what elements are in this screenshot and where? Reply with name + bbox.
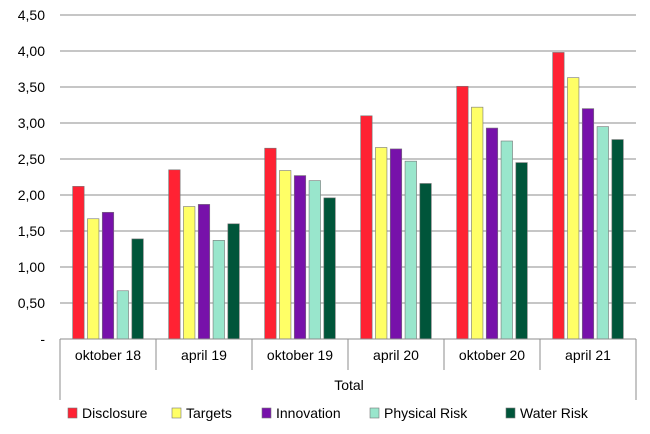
bar	[101, 211, 115, 340]
legend-swatch	[67, 407, 78, 419]
bar	[456, 85, 469, 340]
bar	[419, 183, 432, 340]
bar	[72, 186, 85, 340]
x-axis: oktober 18 april 19 oktober 19 april 20 okto…	[59, 338, 637, 400]
bar	[375, 147, 388, 340]
bar	[116, 290, 129, 340]
bar	[308, 180, 321, 340]
legend-swatch	[261, 407, 272, 419]
legend-swatch	[171, 407, 182, 419]
gridlines	[60, 14, 636, 340]
bar	[227, 223, 240, 340]
bar	[279, 170, 292, 340]
y-axis-ticks: - 0,50 1,00 1,50 2,00 2,50 3,00 3,50 4,00 4,50	[18, 7, 46, 347]
legend: Disclosure Targets Innovation Physical Risk…	[67, 405, 589, 421]
bar	[500, 140, 513, 340]
bar	[404, 160, 417, 340]
y-tick-label: 3,00	[18, 115, 45, 131]
y-tick-label: -	[40, 331, 45, 347]
bar	[197, 204, 211, 340]
bar	[168, 169, 181, 340]
bar	[131, 238, 144, 340]
legend-label: Water Risk	[520, 405, 589, 421]
legend-label: Innovation	[276, 405, 341, 421]
y-tick-label: 1,50	[18, 223, 45, 239]
bar	[611, 139, 624, 340]
bar	[87, 218, 100, 340]
bar	[552, 52, 565, 340]
y-tick-label: 2,00	[18, 187, 45, 203]
bar	[567, 77, 580, 340]
bars	[72, 52, 624, 340]
bar	[471, 106, 484, 340]
x-tick-label: april 19	[181, 347, 227, 363]
bar	[596, 126, 609, 340]
legend-swatch	[369, 407, 380, 419]
legend-label: Disclosure	[82, 405, 148, 421]
y-tick-label: 4,50	[18, 7, 45, 23]
bar	[389, 148, 403, 340]
bar	[515, 162, 528, 340]
y-tick-label: 3,50	[18, 79, 45, 95]
legend-label: Targets	[186, 405, 232, 421]
legend-swatch	[505, 407, 516, 419]
y-tick-label: 1,00	[18, 259, 45, 275]
bar	[581, 108, 595, 340]
bar	[183, 206, 196, 340]
x-tick-label: april 20	[373, 347, 419, 363]
bar	[323, 197, 336, 340]
y-tick-label: 0,50	[18, 295, 45, 311]
y-tick-label: 2,50	[18, 151, 45, 167]
bar	[264, 147, 277, 340]
bar	[485, 127, 499, 340]
bar	[212, 240, 225, 340]
y-tick-label: 4,00	[18, 43, 45, 59]
x-tick-label: april 21	[565, 347, 611, 363]
bar	[360, 115, 373, 340]
x-tick-label: oktober 20	[459, 347, 525, 363]
legend-label: Physical Risk	[384, 405, 468, 421]
x-axis-group-label: Total	[334, 377, 364, 393]
x-tick-label: oktober 18	[75, 347, 141, 363]
bar	[293, 175, 307, 340]
x-tick-label: oktober 19	[267, 347, 333, 363]
